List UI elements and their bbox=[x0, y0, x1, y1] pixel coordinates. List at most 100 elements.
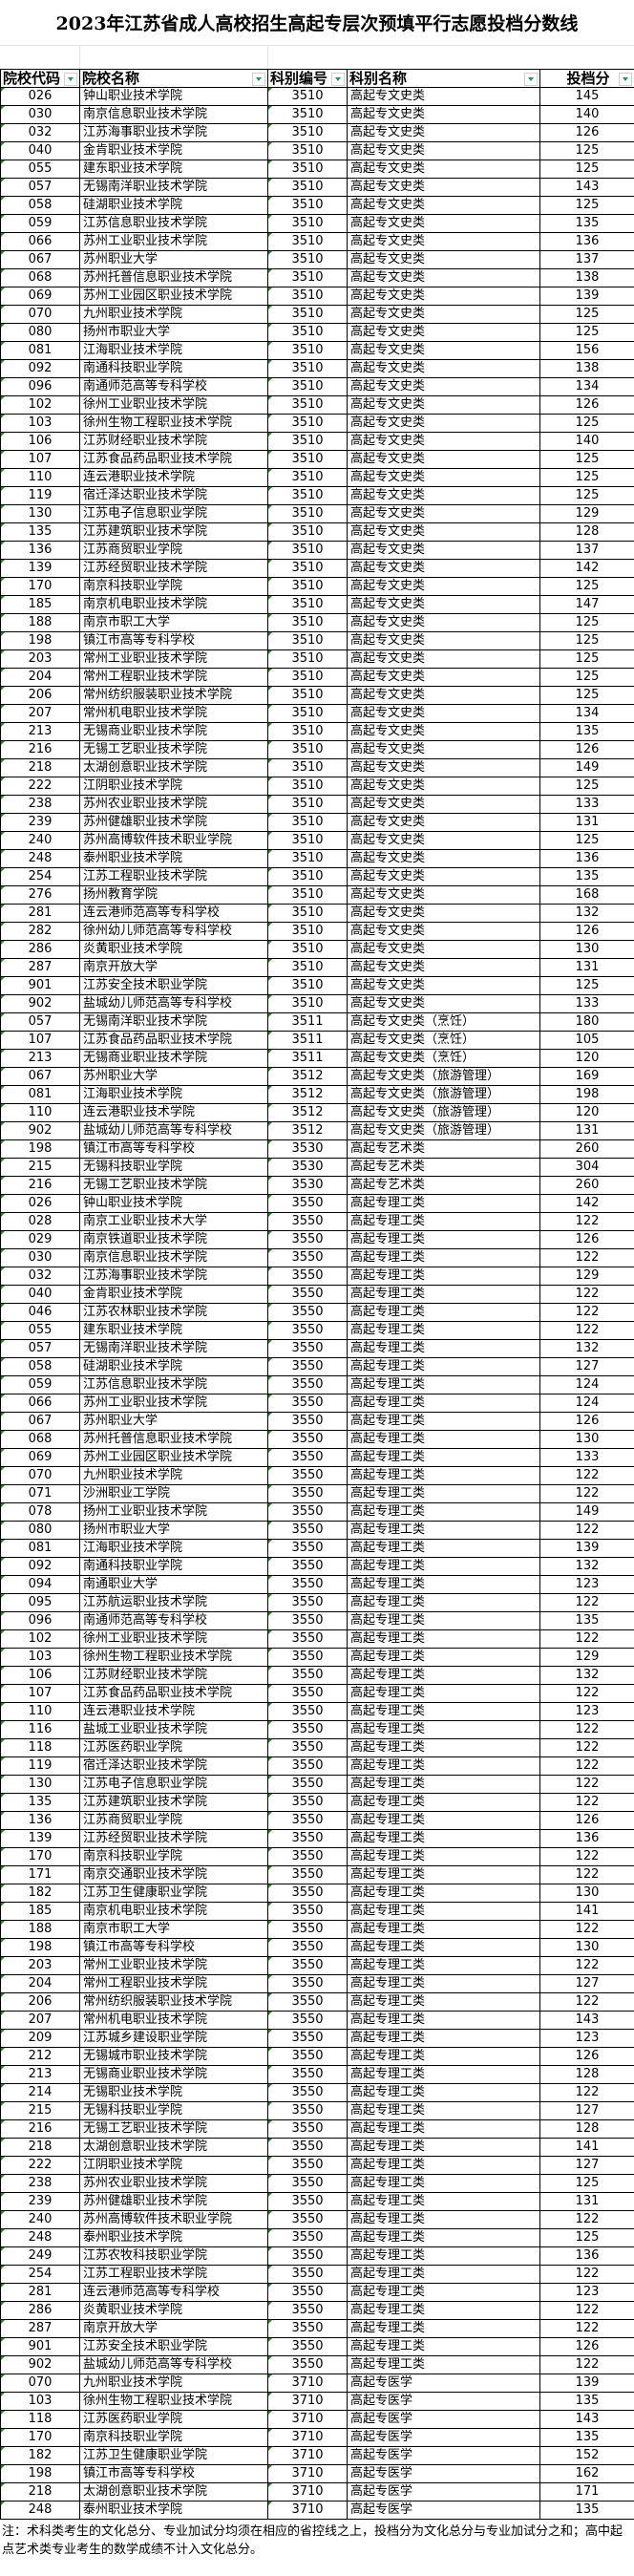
score-cell[interactable]: 129 bbox=[539, 1648, 634, 1667]
school-name-cell[interactable]: 南通师范高等专科学校 bbox=[79, 1611, 268, 1630]
score-cell[interactable]: 140 bbox=[539, 432, 634, 451]
school-name-cell[interactable]: 连云港师范高等专科学校 bbox=[79, 2283, 268, 2302]
school-name-cell[interactable]: 无锡工艺职业技术学院 bbox=[79, 740, 268, 759]
subject-name-cell[interactable]: 高起专文史类 bbox=[347, 758, 540, 777]
subject-name-cell[interactable]: 高起专文史类 bbox=[347, 287, 540, 306]
school-name-cell[interactable]: 苏州农业职业技术学院 bbox=[79, 795, 268, 814]
score-cell[interactable]: 149 bbox=[539, 1502, 634, 1522]
school-code-cell[interactable]: 198 bbox=[0, 1938, 80, 1957]
school-code-cell[interactable]: 286 bbox=[0, 940, 80, 959]
school-code-cell[interactable]: 068 bbox=[0, 268, 80, 287]
score-cell[interactable]: 122 bbox=[539, 1321, 634, 1340]
school-code-cell[interactable]: 081 bbox=[0, 1085, 80, 1104]
subject-name-cell[interactable]: 高起专文史类 bbox=[347, 885, 540, 905]
score-cell[interactable]: 127 bbox=[539, 2156, 634, 2175]
score-cell[interactable]: 125 bbox=[539, 686, 634, 705]
score-cell[interactable]: 126 bbox=[539, 2337, 634, 2356]
school-name-cell[interactable]: 宿迁泽达职业技术学院 bbox=[79, 1756, 268, 1776]
subject-name-cell[interactable]: 高起专理工类 bbox=[347, 1684, 540, 1703]
subject-code-cell[interactable]: 3510 bbox=[267, 704, 348, 723]
school-name-cell[interactable]: 江苏医药职业学院 bbox=[79, 1738, 268, 1757]
school-code-cell[interactable]: 067 bbox=[0, 1067, 80, 1086]
school-name-cell[interactable]: 江海职业技术学院 bbox=[79, 1085, 268, 1104]
score-cell[interactable]: 125 bbox=[539, 450, 634, 469]
score-cell[interactable]: 125 bbox=[539, 468, 634, 487]
subject-code-cell[interactable]: 3550 bbox=[267, 2011, 348, 2030]
school-name-cell[interactable]: 江苏电子信息职业学院 bbox=[79, 504, 268, 523]
subject-code-cell[interactable]: 3510 bbox=[267, 395, 348, 415]
subject-name-cell[interactable]: 高起专理工类 bbox=[347, 1448, 540, 1467]
subject-name-cell[interactable]: 高起专理工类 bbox=[347, 1539, 540, 1558]
subject-code-cell[interactable]: 3710 bbox=[267, 2374, 348, 2393]
school-name-cell[interactable]: 江苏电子信息职业学院 bbox=[79, 1775, 268, 1794]
school-code-cell[interactable]: 207 bbox=[0, 704, 80, 723]
score-cell[interactable]: 140 bbox=[539, 105, 634, 124]
subject-code-cell[interactable]: 3511 bbox=[267, 1012, 348, 1032]
school-code-cell[interactable]: 218 bbox=[0, 2138, 80, 2157]
school-name-cell[interactable]: 常州工业职业技术学院 bbox=[79, 649, 268, 669]
subject-code-cell[interactable]: 3550 bbox=[267, 2319, 348, 2338]
score-cell[interactable]: 152 bbox=[539, 2446, 634, 2465]
school-name-cell[interactable]: 江苏工程职业技术学院 bbox=[79, 2265, 268, 2284]
subject-name-cell[interactable]: 高起专文史类 bbox=[347, 994, 540, 1013]
score-cell[interactable]: 143 bbox=[539, 178, 634, 197]
school-code-cell[interactable]: 067 bbox=[0, 250, 80, 269]
school-code-cell[interactable]: 238 bbox=[0, 2174, 80, 2193]
school-code-cell[interactable]: 209 bbox=[0, 2029, 80, 2048]
school-name-cell[interactable]: 江海职业技术学院 bbox=[79, 341, 268, 360]
school-code-cell[interactable]: 028 bbox=[0, 1212, 80, 1231]
school-name-cell[interactable]: 九州职业技术学院 bbox=[79, 1466, 268, 1485]
score-cell[interactable]: 131 bbox=[539, 813, 634, 832]
subject-name-cell[interactable]: 高起专文史类 bbox=[347, 795, 540, 814]
subject-code-cell[interactable]: 3550 bbox=[267, 1539, 348, 1558]
score-cell[interactable]: 122 bbox=[539, 1920, 634, 1939]
subject-name-cell[interactable]: 高起专文史类（旅游管理） bbox=[347, 1085, 540, 1104]
score-cell[interactable]: 125 bbox=[539, 831, 634, 850]
score-cell[interactable]: 125 bbox=[539, 631, 634, 650]
school-name-cell[interactable]: 金肯职业技术学院 bbox=[79, 141, 268, 160]
school-name-cell[interactable]: 江苏商贸职业学院 bbox=[79, 541, 268, 560]
school-code-cell[interactable]: 254 bbox=[0, 2265, 80, 2284]
subject-code-cell[interactable]: 3550 bbox=[267, 1575, 348, 1594]
school-name-cell[interactable]: 金肯职业技术学院 bbox=[79, 1285, 268, 1304]
school-code-cell[interactable]: 282 bbox=[0, 922, 80, 941]
subject-name-cell[interactable]: 高起专理工类 bbox=[347, 1285, 540, 1304]
subject-code-cell[interactable]: 3550 bbox=[267, 2355, 348, 2374]
school-code-cell[interactable]: 110 bbox=[0, 468, 80, 487]
school-name-cell[interactable]: 南京科技职业学院 bbox=[79, 1847, 268, 1866]
subject-code-cell[interactable]: 3510 bbox=[267, 414, 348, 433]
subject-name-cell[interactable]: 高起专文史类（旅游管理） bbox=[347, 1067, 540, 1086]
subject-code-cell[interactable]: 3512 bbox=[267, 1067, 348, 1086]
school-code-cell[interactable]: 130 bbox=[0, 504, 80, 523]
subject-code-cell[interactable]: 3510 bbox=[267, 813, 348, 832]
school-name-cell[interactable]: 无锡南洋职业技术学院 bbox=[79, 1339, 268, 1358]
subject-code-cell[interactable]: 3550 bbox=[267, 1502, 348, 1522]
school-name-cell[interactable]: 泰州职业技术学院 bbox=[79, 2501, 268, 2520]
subject-code-cell[interactable]: 3550 bbox=[267, 1430, 348, 1449]
score-cell[interactable]: 123 bbox=[539, 1702, 634, 1721]
subject-code-cell[interactable]: 3510 bbox=[267, 522, 348, 542]
subject-code-cell[interactable]: 3512 bbox=[267, 1085, 348, 1104]
score-cell[interactable]: 139 bbox=[539, 287, 634, 306]
subject-code-cell[interactable]: 3550 bbox=[267, 1793, 348, 1812]
school-name-cell[interactable]: 泰州职业技术学院 bbox=[79, 2228, 268, 2247]
school-name-cell[interactable]: 南京工业职业技术大学 bbox=[79, 1212, 268, 1231]
school-code-cell[interactable]: 281 bbox=[0, 2283, 80, 2302]
subject-name-cell[interactable]: 高起专理工类 bbox=[347, 1357, 540, 1376]
school-name-cell[interactable]: 江苏医药职业学院 bbox=[79, 2410, 268, 2429]
subject-code-cell[interactable]: 3510 bbox=[267, 940, 348, 959]
school-name-cell[interactable]: 南通科技职业学院 bbox=[79, 359, 268, 378]
subject-code-cell[interactable]: 3710 bbox=[267, 2410, 348, 2429]
subject-name-cell[interactable]: 高起专文史类 bbox=[347, 141, 540, 160]
school-name-cell[interactable]: 江苏信息职业技术学院 bbox=[79, 214, 268, 233]
school-code-cell[interactable]: 135 bbox=[0, 1793, 80, 1812]
school-code-cell[interactable]: 215 bbox=[0, 1158, 80, 1177]
subject-name-cell[interactable]: 高起专理工类 bbox=[347, 1230, 540, 1249]
school-code-cell[interactable]: 068 bbox=[0, 1430, 80, 1449]
subject-name-cell[interactable]: 高起专文史类 bbox=[347, 214, 540, 233]
subject-name-cell[interactable]: 高起专文史类 bbox=[347, 359, 540, 378]
score-cell[interactable]: 122 bbox=[539, 1285, 634, 1304]
subject-name-cell[interactable]: 高起专文史类 bbox=[347, 232, 540, 251]
subject-name-cell[interactable]: 高起专理工类 bbox=[347, 2011, 540, 2030]
subject-code-cell[interactable]: 3550 bbox=[267, 1684, 348, 1703]
